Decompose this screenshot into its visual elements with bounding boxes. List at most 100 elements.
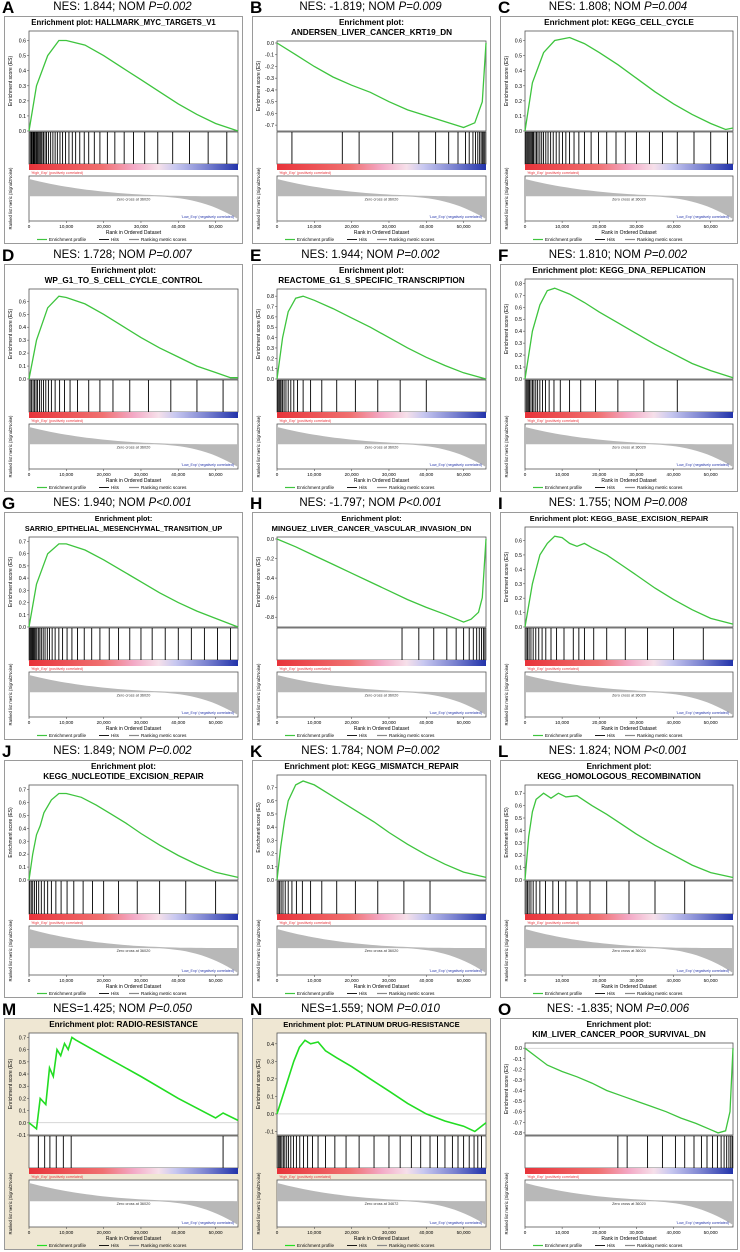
x-axis-label: Rank in Ordered Dataset bbox=[354, 984, 410, 990]
nes-label: NES: 1.808; NOM P=0.004 bbox=[496, 1, 740, 13]
enrichment-profile-line bbox=[276, 538, 487, 623]
zero-cross-label: Zero cross at 36020 bbox=[365, 197, 399, 201]
hits-area bbox=[28, 627, 239, 661]
zero-cross-label: Zero cross at 36020 bbox=[612, 949, 646, 953]
plot-frame: Enrichment plot: KEGG_NUCLEOTIDE_EXCISION… bbox=[4, 760, 243, 998]
y-tick-label: 0.5 bbox=[267, 812, 274, 818]
nes-label: NES: -1.819; NOM P=0.009 bbox=[248, 1, 493, 13]
y-tick-label: 0.5 bbox=[19, 312, 26, 318]
plot-title-line1: Enrichment plot: KEGG_DNA_REPLICATION bbox=[532, 266, 706, 275]
legend-hits-label: Hits bbox=[359, 485, 368, 490]
nes-label: NES: 1.944; NOM P=0.002 bbox=[248, 249, 493, 261]
y-tick-label: 0.6 bbox=[267, 799, 274, 805]
y-tick-label: 0.3 bbox=[19, 839, 26, 845]
hits-area bbox=[276, 880, 487, 915]
positive-correlation-label: 'High_Exp' (positively correlated) bbox=[527, 419, 579, 423]
legend-ranking-label: Ranking metric scores bbox=[637, 733, 683, 738]
y-tick-label: 0.0 bbox=[515, 625, 522, 631]
x-tick-label: 10,000 bbox=[59, 472, 73, 477]
zero-cross-label: Zero cross at 36020 bbox=[117, 693, 151, 697]
es-axis-label: Enrichment score (ES) bbox=[8, 1059, 14, 1110]
rank-axis-label: Ranked list metric (Signal2Noise) bbox=[504, 663, 509, 726]
negative-correlation-label: 'Low_Exp' (negatively correlated) bbox=[429, 711, 482, 715]
positive-correlation-label: 'High_Exp' (positively correlated) bbox=[31, 171, 83, 175]
p-value: P=0.007 bbox=[148, 249, 192, 261]
enrichment-profile-line bbox=[524, 792, 734, 881]
negative-correlation-label: 'Low_Exp' (negatively correlated) bbox=[181, 215, 234, 219]
p-value: P=0.008 bbox=[644, 497, 688, 509]
x-tick-label: 40,000 bbox=[171, 720, 185, 725]
rank-axis-label: Ranked list metric (Signal2Noise) bbox=[256, 415, 261, 478]
y-tick-label: 0.0 bbox=[19, 1121, 26, 1127]
x-tick-label: 20,000 bbox=[345, 224, 359, 229]
y-tick-label: 0.5 bbox=[515, 54, 522, 60]
es-plot-area bbox=[276, 536, 487, 628]
x-tick-label: 40,000 bbox=[171, 1230, 185, 1235]
legend-ranking-label: Ranking metric scores bbox=[389, 485, 435, 490]
rank-axis-label: Ranked list metric (Signal2Noise) bbox=[256, 663, 261, 726]
legend-profile-label: Enrichment profile bbox=[49, 733, 86, 738]
x-tick-label: 30,000 bbox=[134, 224, 148, 229]
y-tick-label: 0.3 bbox=[515, 84, 522, 90]
nes-value: NES: 1.849; NOM bbox=[53, 745, 149, 757]
es-plot-area bbox=[524, 1042, 734, 1136]
y-tick-label: 0.2 bbox=[267, 852, 274, 858]
gsea-panel-o: NES: -1.835; NOM P=0.006 Enrichment plot:… bbox=[496, 1000, 740, 1252]
x-tick-label: 10,000 bbox=[555, 224, 569, 229]
plot-title: Enrichment plot: REACTOME_G1_S_SPECIFIC_T… bbox=[253, 266, 490, 286]
y-tick-label: 0.3 bbox=[515, 582, 522, 588]
plot-title-line1: Enrichment plot: KEGG_CELL_CYCLE bbox=[544, 18, 694, 27]
plot-title: Enrichment plot: KEGG_BASE_EXCISION_REPA… bbox=[501, 514, 737, 524]
x-tick-label: 30,000 bbox=[629, 1230, 643, 1235]
legend-profile-label: Enrichment profile bbox=[297, 485, 334, 490]
x-tick-label: 0 bbox=[524, 1230, 527, 1235]
plot-title-line1: Enrichment plot: bbox=[338, 18, 405, 27]
positive-correlation-label: 'High_Exp' (positively correlated) bbox=[527, 1175, 579, 1179]
x-tick-label: 0 bbox=[276, 472, 279, 477]
x-axis-label: Rank in Ordered Dataset bbox=[354, 478, 410, 484]
x-tick-label: 10,000 bbox=[555, 472, 569, 477]
y-tick-label: -0.5 bbox=[265, 100, 274, 106]
legend-hits-label: Hits bbox=[111, 733, 120, 738]
rank-axis-label: Ranked list metric (Signal2Noise) bbox=[8, 1172, 13, 1235]
gsea-chart: 0.7 0.6 0.5 0.4 0.3 0.2 0.1 0.0 Enrichment score… bbox=[8, 536, 239, 738]
negative-correlation-label: 'Low_Exp' (negatively correlated) bbox=[181, 1221, 234, 1225]
rank-gradient-bar bbox=[277, 914, 486, 920]
x-tick-label: 50,000 bbox=[457, 1230, 471, 1235]
x-tick-label: 30,000 bbox=[382, 472, 396, 477]
x-tick-label: 30,000 bbox=[382, 720, 396, 725]
plot-frame: Enrichment plot: KEGG_CELL_CYCLE 0.6 0.5 0.… bbox=[500, 16, 738, 244]
x-tick-label: 50,000 bbox=[209, 472, 223, 477]
ranking-metric-fill bbox=[525, 1183, 733, 1225]
gsea-chart: 0.8 0.7 0.6 0.5 0.4 0.3 0.2 0.1 0.0 Enrichment sc… bbox=[256, 288, 487, 490]
panel-letter: F bbox=[498, 246, 509, 265]
legend-hits-label: Hits bbox=[111, 1243, 120, 1248]
x-tick-label: 50,000 bbox=[457, 472, 471, 477]
x-tick-label: 0 bbox=[276, 720, 279, 725]
plot-title: Enrichment plot: WP_G1_TO_S_CELL_CYCLE_CO… bbox=[5, 266, 242, 286]
x-tick-label: 20,000 bbox=[592, 720, 606, 725]
rank-gradient-bar bbox=[29, 914, 238, 920]
x-tick-label: 20,000 bbox=[97, 224, 111, 229]
y-tick-label: 0.6 bbox=[19, 39, 26, 45]
rank-gradient-bar bbox=[277, 412, 486, 418]
legend-profile-label: Enrichment profile bbox=[49, 237, 86, 242]
plot-title-line1: Enrichment plot: bbox=[90, 266, 157, 275]
gsea-panel-k: NES: 1.784; NOM P=0.002 Enrichment plot: … bbox=[248, 742, 493, 1000]
plot-title-line2: REACTOME_G1_S_SPECIFIC_TRANSCRIPTION bbox=[278, 276, 465, 285]
y-tick-label: -0.4 bbox=[265, 576, 274, 582]
legend-profile-label: Enrichment profile bbox=[49, 485, 86, 490]
x-tick-label: 50,000 bbox=[457, 978, 471, 983]
x-tick-label: 10,000 bbox=[59, 224, 73, 229]
ranking-metric-fill bbox=[277, 1183, 486, 1225]
hits-area bbox=[524, 379, 734, 413]
y-tick-label: 0.0 bbox=[267, 41, 274, 47]
es-axis-label: Enrichment score (ES) bbox=[504, 56, 510, 107]
negative-correlation-label: 'Low_Exp' (negatively correlated) bbox=[429, 969, 482, 973]
es-plot-area bbox=[28, 784, 239, 881]
rank-gradient-bar bbox=[277, 660, 486, 666]
hits-area bbox=[28, 379, 239, 413]
rank-gradient-bar bbox=[277, 164, 486, 170]
positive-correlation-label: 'High_Exp' (positively correlated) bbox=[31, 1175, 83, 1179]
gsea-panel-c: NES: 1.808; NOM P=0.004 Enrichment plot: … bbox=[496, 0, 740, 246]
